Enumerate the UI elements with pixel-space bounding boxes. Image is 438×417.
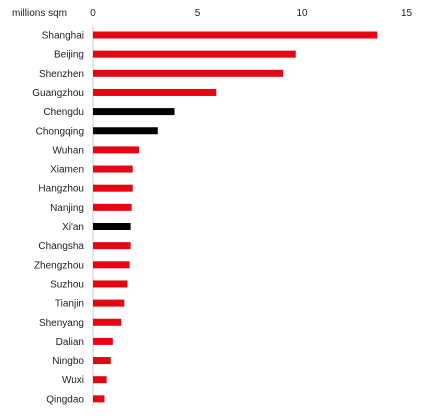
category-label: Chongqing <box>36 126 84 137</box>
category-label: Tianjin <box>55 299 84 310</box>
x-tick-label: 0 <box>90 8 96 19</box>
bar <box>93 108 175 116</box>
category-label: Nanjing <box>50 203 84 214</box>
bar <box>93 242 131 250</box>
category-label: Qingdao <box>46 394 84 405</box>
bars <box>93 31 378 403</box>
bar <box>93 318 122 326</box>
bar <box>93 376 107 384</box>
bar <box>93 223 131 230</box>
category-label: Dalian <box>56 337 84 348</box>
category-label: Wuhan <box>52 145 84 156</box>
category-label: Shenzhen <box>39 69 84 80</box>
bar <box>93 280 128 288</box>
bar <box>93 395 105 403</box>
bar <box>93 50 296 58</box>
bar <box>93 261 130 269</box>
unit-label: millions sqm <box>12 8 67 19</box>
category-label: Beijing <box>54 50 84 61</box>
bar <box>93 31 378 39</box>
category-label: Chengdu <box>43 107 84 118</box>
bar <box>93 165 133 173</box>
x-tick-label: 15 <box>401 8 413 19</box>
category-label: Zhengzhou <box>34 260 84 271</box>
category-label: Hangzhou <box>38 184 84 195</box>
bar <box>93 357 111 365</box>
category-label: Shenyang <box>39 318 84 329</box>
category-label: Wuxi <box>62 375 84 386</box>
bar <box>93 337 113 345</box>
bar <box>93 69 284 77</box>
category-label: Suzhou <box>50 279 84 290</box>
x-tick-label: 10 <box>296 8 308 19</box>
category-label: Guangzhou <box>32 88 84 99</box>
bar <box>93 146 139 154</box>
category-label: Shanghai <box>42 31 84 42</box>
category-label: Changsha <box>38 241 84 252</box>
bar <box>93 127 158 135</box>
bar <box>93 299 125 307</box>
bar <box>93 184 133 192</box>
bar <box>93 203 132 211</box>
x-tick-label: 5 <box>195 8 201 19</box>
category-label: Ningbo <box>52 356 84 367</box>
bar <box>93 88 217 96</box>
category-label: Xiamen <box>50 165 84 176</box>
category-label: Xi'an <box>62 222 84 233</box>
category-labels: Shanghai Beijing Shenzhen Guangzhou Chengdu C… <box>32 31 84 406</box>
x-axis: 0 5 10 15 <box>90 8 412 406</box>
